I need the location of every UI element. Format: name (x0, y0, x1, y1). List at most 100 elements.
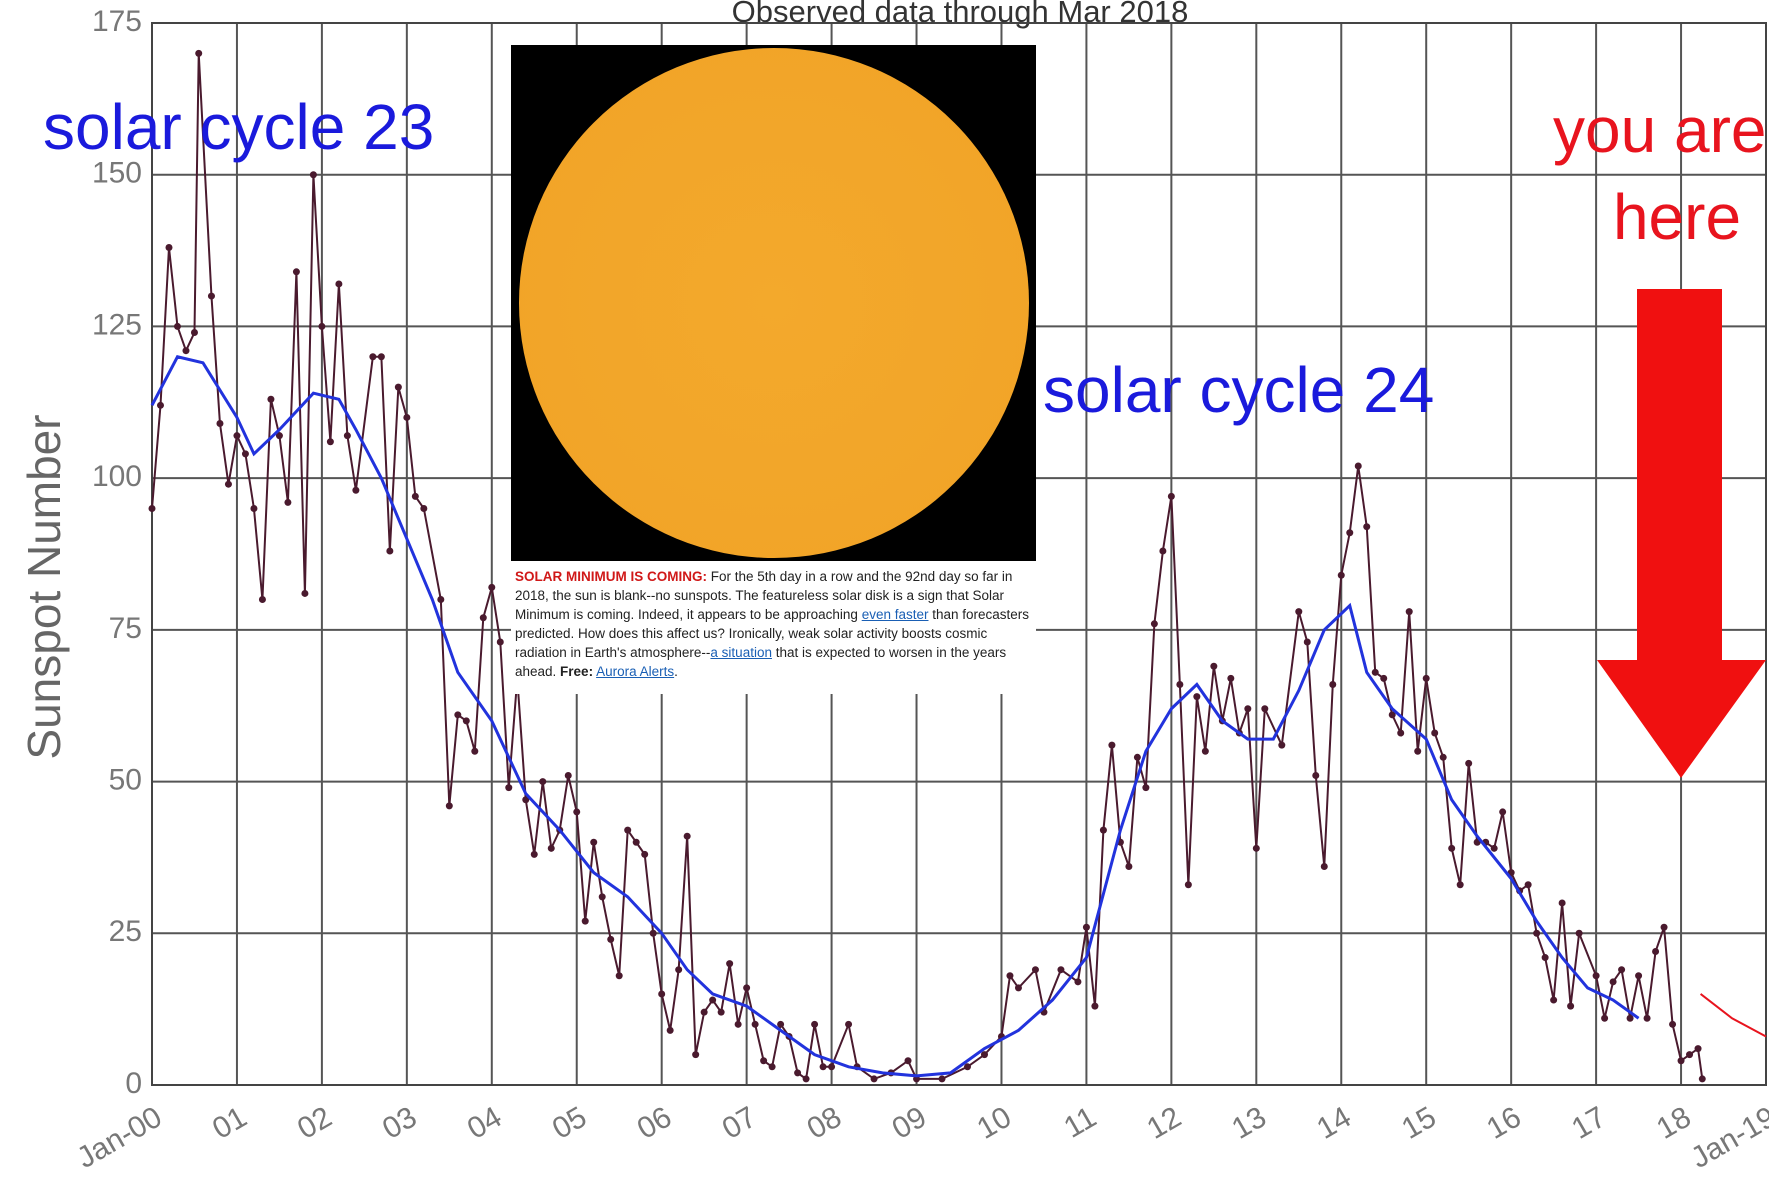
point (1363, 523, 1370, 530)
point (1100, 827, 1107, 834)
x-tick-label: 11 (1058, 1100, 1101, 1144)
point (335, 280, 342, 287)
point (1380, 675, 1387, 682)
point (1227, 675, 1234, 682)
point (369, 353, 376, 360)
point (174, 323, 181, 330)
point (1635, 972, 1642, 979)
caption-heading: SOLAR MINIMUM IS COMING: (515, 569, 707, 584)
point (641, 851, 648, 858)
point (352, 487, 359, 494)
sun-disk (519, 48, 1029, 558)
point (565, 772, 572, 779)
point (1550, 997, 1557, 1004)
point (701, 1009, 708, 1016)
point (395, 384, 402, 391)
point (284, 499, 291, 506)
point (157, 402, 164, 409)
point (1601, 1015, 1608, 1022)
point (1312, 772, 1319, 779)
x-tick-label: 08 (802, 1100, 847, 1145)
point (1695, 1045, 1702, 1052)
point (1678, 1057, 1685, 1064)
y-tick-label: 25 (109, 915, 142, 948)
point (233, 432, 240, 439)
y-tick-label: 0 (125, 1067, 142, 1100)
point (1134, 754, 1141, 761)
caption: SOLAR MINIMUM IS COMING: For the 5th day… (511, 561, 1036, 681)
point (1533, 930, 1540, 937)
point (1431, 730, 1438, 737)
series-line (1701, 994, 1766, 1036)
point (1499, 808, 1506, 815)
point (480, 614, 487, 621)
point (1125, 863, 1132, 870)
point (437, 596, 444, 603)
point (684, 833, 691, 840)
point (420, 505, 427, 512)
point (463, 717, 470, 724)
point (803, 1075, 810, 1082)
point (794, 1069, 801, 1076)
point (488, 584, 495, 591)
link[interactable]: a situation (710, 645, 772, 660)
point (1321, 863, 1328, 870)
point (454, 711, 461, 718)
point (216, 420, 223, 427)
point (1406, 608, 1413, 615)
x-tick-label: Jan-19 (1686, 1100, 1769, 1174)
link[interactable]: even faster (862, 607, 929, 622)
point (845, 1021, 852, 1028)
point (624, 827, 631, 834)
chart-title: Observed data through Mar 2018 (732, 0, 1189, 29)
point (1465, 760, 1472, 767)
point (1457, 881, 1464, 888)
point (259, 596, 266, 603)
point (1278, 742, 1285, 749)
point (531, 851, 538, 858)
link[interactable]: Aurora Alerts (596, 664, 674, 679)
point (1074, 978, 1081, 985)
point (1329, 681, 1336, 688)
point (191, 329, 198, 336)
point (905, 1057, 912, 1064)
point (752, 1021, 759, 1028)
point (743, 984, 750, 991)
point (1440, 754, 1447, 761)
point (1142, 784, 1149, 791)
point (1661, 924, 1668, 931)
point (1108, 742, 1115, 749)
y-axis-label: Sunspot Number (18, 414, 70, 759)
point (1618, 966, 1625, 973)
point (225, 481, 232, 488)
point (1652, 948, 1659, 955)
point (590, 839, 597, 846)
point (378, 353, 385, 360)
point (1304, 638, 1311, 645)
y-tick-label: 175 (92, 5, 142, 38)
point (250, 505, 257, 512)
point (726, 960, 733, 967)
point (1525, 881, 1532, 888)
point (403, 414, 410, 421)
x-tick-label: 04 (462, 1100, 507, 1145)
point (1193, 693, 1200, 700)
annotation: solar cycle 23 (43, 91, 434, 163)
point (692, 1051, 699, 1058)
point (344, 432, 351, 439)
point (1176, 681, 1183, 688)
point (242, 450, 249, 457)
point (318, 323, 325, 330)
point (1559, 899, 1566, 906)
point (267, 396, 274, 403)
point (828, 1063, 835, 1070)
point (760, 1057, 767, 1064)
point (208, 293, 215, 300)
point (582, 918, 589, 925)
x-tick-label: Jan-00 (72, 1100, 168, 1174)
sun-image (511, 45, 1036, 561)
point (599, 893, 606, 900)
point (1168, 493, 1175, 500)
point (633, 839, 640, 846)
point (1669, 1021, 1676, 1028)
